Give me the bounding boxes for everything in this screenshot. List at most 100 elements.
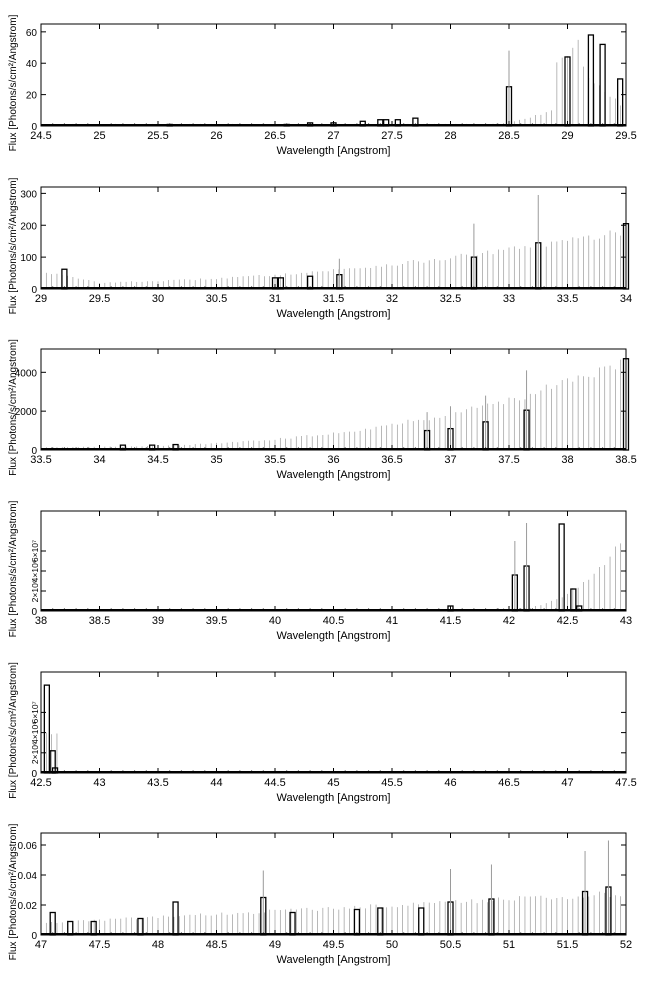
x-tick-label: 28 [444,130,456,142]
flux-bar [90,920,97,936]
x-tick-label: 49.5 [323,939,344,951]
y-tick-label: 0 [31,769,37,780]
series-marks [61,194,630,290]
x-tick-label: 47 [35,939,47,951]
flux-bar [61,268,68,290]
y-tick-label: 2×10⁶ [30,741,40,764]
plot-frame [40,510,627,612]
flux-bar [587,34,595,127]
x-tick-label: 30 [152,293,164,305]
series-marks [119,358,630,451]
y-tick-label: 0 [31,931,37,942]
y-tick-label: 40 [26,59,38,70]
x-tick-label: 50 [386,939,398,951]
y-tick-label: 4×10⁶ [30,560,40,583]
y-tick-label: 0.02 [18,901,38,912]
x-tick-label: 44 [210,777,222,789]
flux-bar [570,588,577,612]
y-tick-label: 6×10⁷ [30,701,40,723]
x-tick-label: 25.5 [147,130,168,142]
chart-panel-4: 38 38.5 39 39.5 40 40.5 41 41.5 42 42.5 43 0 2×10⁶4×… [8,500,632,642]
x-tick-label: 37 [444,454,456,466]
x-tick-label: 38 [561,454,573,466]
x-tick-label: 31.5 [323,293,344,305]
flux-bar [418,907,425,936]
flux-bar [43,684,50,774]
flux-bar [67,920,74,936]
x-tick-label: 27 [327,130,339,142]
x-tick-label: 41.5 [440,615,461,627]
x-tick-label: 27.5 [381,130,402,142]
y-axis-label: Flux [Photons/s/cm²/Angstrom] [8,14,19,151]
y-tick-label: 4000 [15,368,38,379]
x-tick-label: 48 [152,939,164,951]
x-tick-label: 49 [269,939,281,951]
x-tick-label: 29 [561,130,573,142]
x-tick-label: 36 [327,454,339,466]
y-tick-label: 60 [26,28,38,39]
x-tick-label: 29.5 [89,293,110,305]
x-tick-label: 43 [93,777,105,789]
x-tick-label: 31 [269,293,281,305]
y-tick-label: 20 [26,91,38,102]
series-marks [166,34,624,127]
x-tick-label: 45 [327,777,339,789]
series-marks [447,523,583,612]
y-tick-label: 0.04 [18,871,38,882]
x-tick-label: 40 [269,615,281,627]
x-tick-label: 43.5 [147,777,168,789]
model-stems [40,543,627,611]
model-stems [40,39,627,126]
x-tick-label: 41 [386,615,398,627]
flux-bar [49,911,56,936]
flux-bar [353,908,361,936]
flux-bar [377,907,384,936]
x-tick-label: 34 [620,293,632,305]
flux-bar [617,78,624,127]
y-tick-label: 0 [31,446,37,457]
y-axis-label: Flux [Photons/s/cm²/Angstrom] [8,339,19,476]
x-tick-label: 51 [503,939,515,951]
y-tick-label: 2000 [15,407,38,418]
x-tick-label: 39 [152,615,164,627]
x-tick-label: 42.5 [30,777,51,789]
x-tick-label: 39.5 [206,615,227,627]
series-marks [49,840,612,936]
x-tick-label: 40.5 [323,615,344,627]
x-tick-label: 26.5 [264,130,285,142]
x-axis-label: Wavelength [Angstrom] [277,469,391,481]
y-axis-label: Flux [Photons/s/cm²/Angstrom] [8,500,19,637]
model-stems [40,358,627,450]
x-tick-label: 33.5 [557,293,578,305]
flux-bar [558,523,565,612]
x-tick-label: 42.5 [557,615,578,627]
flux-bar [599,43,606,127]
x-tick-label: 43 [620,615,632,627]
x-tick-label: 52 [620,939,632,951]
y-tick-label: 200 [20,221,37,232]
x-tick-label: 38.5 [615,454,636,466]
chart-panel-1: 24.5 25 25.5 26 26.5 27 27.5 28 28.5 29 29.5 0 20 40 6… [8,14,637,157]
y-tick-label: 4×10⁶ [30,721,40,744]
x-tick-label: 51.5 [557,939,578,951]
x-tick-label: 28.5 [498,130,519,142]
chart-panel-6: 47 47.5 48 48.5 49 49.5 50 50.5 51 51.5 52 0 0.02 0.0… [8,823,632,966]
plot-frame [40,23,627,127]
x-tick-label: 29 [35,293,47,305]
x-tick-label: 34.5 [147,454,168,466]
y-tick-label: 100 [20,253,37,264]
x-tick-label: 25 [93,130,105,142]
y-tick-label: 0 [31,607,37,618]
x-tick-label: 46 [444,777,456,789]
y-tick-label: 0 [31,122,37,133]
x-tick-label: 30.5 [206,293,227,305]
x-tick-label: 47 [561,777,573,789]
x-tick-label: 26 [210,130,222,142]
x-tick-label: 38 [35,615,47,627]
x-tick-label: 46.5 [498,777,519,789]
x-tick-label: 38.5 [89,615,110,627]
x-tick-label: 33 [503,293,515,305]
y-tick-label: 2×10⁶ [30,580,40,603]
x-tick-label: 37.5 [498,454,519,466]
